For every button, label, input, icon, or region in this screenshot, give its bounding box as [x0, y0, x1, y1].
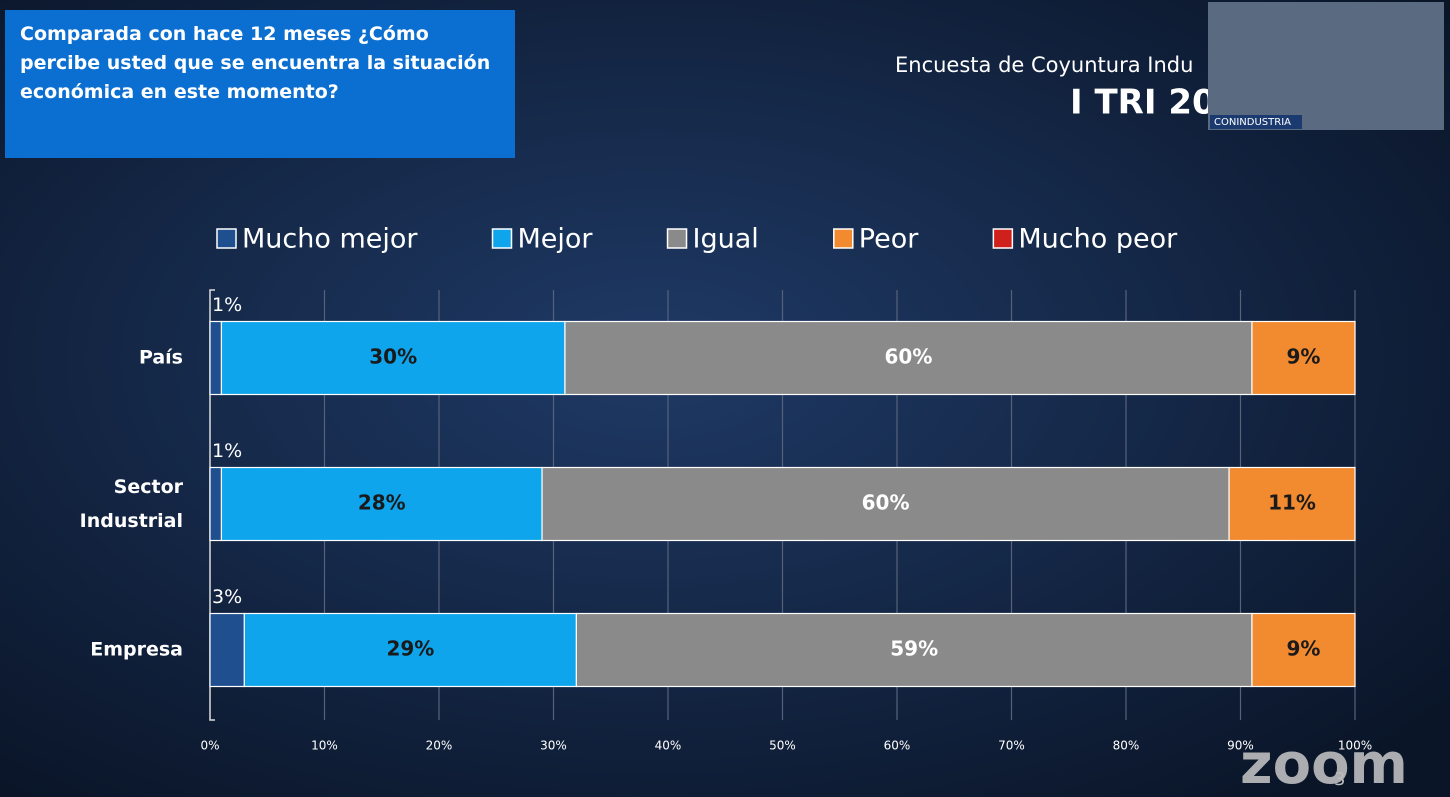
data-label: 9% — [1286, 637, 1320, 661]
data-label: 11% — [1268, 491, 1316, 515]
x-tick-label: 100% — [1338, 739, 1372, 753]
data-label: 28% — [358, 491, 406, 515]
x-tick-label: 80% — [1113, 739, 1140, 753]
data-label: 60% — [862, 491, 910, 515]
x-tick-label: 10% — [311, 739, 338, 753]
x-tick-label: 70% — [998, 739, 1025, 753]
period: I TRI 20 — [1070, 83, 1216, 123]
legend-label: Mejor — [518, 224, 594, 255]
legend-swatch — [668, 229, 687, 248]
legend-label: Mucho mejor — [242, 224, 418, 255]
x-tick-label: 40% — [655, 739, 682, 753]
legend-label: Mucho peor — [1018, 224, 1178, 255]
x-tick-label: 30% — [540, 739, 567, 753]
x-tick-label: 20% — [426, 739, 453, 753]
watermark: zoom — [1240, 732, 1408, 797]
legend-swatch — [993, 229, 1012, 248]
legend-swatch — [217, 229, 236, 248]
bar-segment — [210, 468, 221, 541]
x-tick-label: 60% — [884, 739, 911, 753]
category-label: Empresa — [90, 639, 183, 661]
data-label: 1% — [212, 440, 242, 462]
legend-swatch — [834, 229, 853, 248]
subtitle: Encuesta de Coyuntura Indu — [895, 53, 1193, 77]
question-title: Comparada con hace 12 meses ¿Cómo percib… — [5, 10, 515, 158]
data-label: 29% — [386, 637, 434, 661]
bar-segment — [210, 614, 244, 687]
data-label: 9% — [1286, 345, 1320, 369]
category-label: País — [139, 347, 183, 369]
data-label: 1% — [212, 294, 242, 316]
x-tick-label: 0% — [200, 739, 219, 753]
page-number: 3 — [1334, 769, 1345, 790]
legend-swatch — [493, 229, 512, 248]
legend-label: Peor — [859, 224, 919, 255]
video-thumbnail — [1208, 2, 1444, 130]
data-label: 30% — [369, 345, 417, 369]
video-caption: CONINDUSTRIA — [1214, 117, 1291, 128]
slide: Encuesta de Coyuntura Indu I TRI 20 CONI… — [0, 0, 1450, 797]
legend-label: Igual — [693, 224, 759, 255]
bar-segment — [210, 322, 221, 395]
data-label: 60% — [885, 345, 933, 369]
x-tick-label: 90% — [1227, 739, 1254, 753]
data-label: 3% — [212, 586, 242, 608]
data-label: 59% — [890, 637, 938, 661]
x-tick-label: 50% — [769, 739, 796, 753]
